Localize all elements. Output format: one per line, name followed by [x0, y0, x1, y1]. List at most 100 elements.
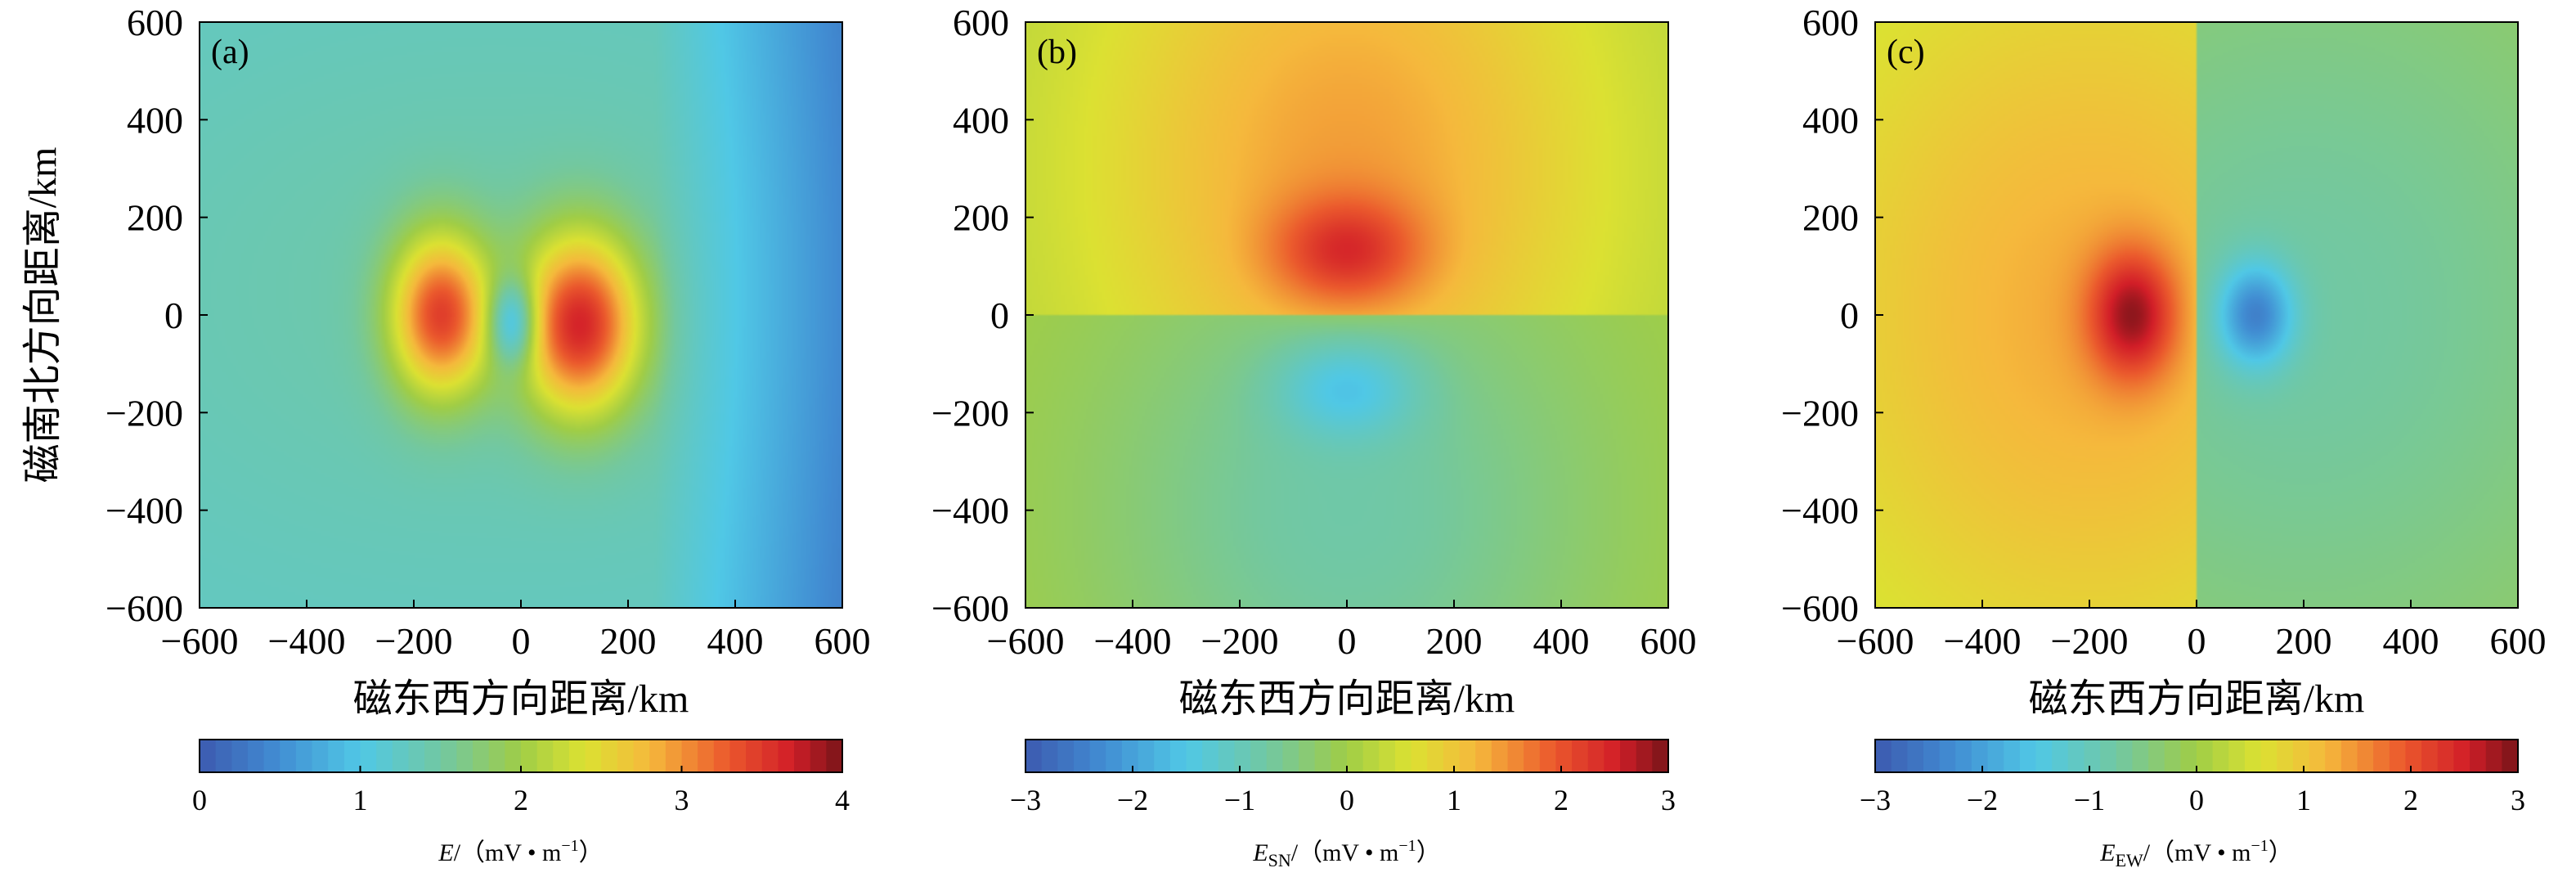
x-tick-label: 600	[1640, 620, 1697, 662]
colorbar-segment	[1266, 740, 1283, 772]
colorbar-label-symbol: E	[2099, 839, 2115, 866]
y-tick-label: −200	[105, 392, 183, 434]
colorbar-segment	[521, 740, 538, 772]
colorbar-tick-label: 3	[1661, 784, 1676, 816]
x-tick-label: −400	[1944, 620, 2022, 662]
colorbar-segment	[1394, 740, 1412, 772]
colorbar-segment	[1907, 740, 1924, 772]
colorbar-label: ESN/（mV • m−1）	[1252, 837, 1440, 870]
colorbar-label-close: ）	[2269, 839, 2293, 866]
colorbar-segment	[1955, 740, 1972, 772]
colorbar-segment	[649, 740, 666, 772]
colorbar-segment	[633, 740, 650, 772]
colorbar-segment	[568, 740, 586, 772]
colorbar-segment	[1138, 740, 1155, 772]
y-tick-label: −600	[931, 587, 1009, 629]
colorbar-tick-label: 1	[2296, 784, 2311, 816]
colorbar-segment	[1939, 740, 1956, 772]
colorbar-segment	[2485, 740, 2502, 772]
colorbar-segment	[2357, 740, 2374, 772]
colorbar-label: E/（mV • m−1）	[438, 837, 603, 866]
colorbar-segment	[2180, 740, 2197, 772]
colorbar-segment	[1891, 740, 1908, 772]
colorbar-tick-label: 0	[1340, 784, 1354, 816]
panel-label: (a)	[211, 34, 249, 71]
colorbar-segment	[1331, 740, 1348, 772]
colorbar-segment	[1186, 740, 1203, 772]
colorbar-segment	[2453, 740, 2471, 772]
colorbar-segment	[2067, 740, 2085, 772]
colorbar-segment	[2132, 740, 2149, 772]
colorbar-segment	[713, 740, 731, 772]
colorbar-tick-label: −1	[1224, 784, 1255, 816]
y-tick-label: 400	[127, 99, 183, 141]
colorbar-segment	[585, 740, 602, 772]
colorbar-segment	[360, 740, 377, 772]
colorbar-segment	[424, 740, 442, 772]
panel-label: (b)	[1037, 34, 1077, 71]
colorbar-tick-label: 2	[2403, 784, 2418, 816]
colorbar-segment	[601, 740, 618, 772]
colorbar-segment	[2437, 740, 2454, 772]
y-tick-label: −400	[931, 490, 1009, 532]
colorbar-segment	[1250, 740, 1268, 772]
colorbar-segment	[343, 740, 361, 772]
colorbar-label-subscript: EW	[2116, 850, 2143, 870]
colorbar-segment	[617, 740, 635, 772]
x-tick-label: 600	[815, 620, 871, 662]
x-tick-label: −600	[987, 620, 1065, 662]
colorbar-tick-label: 3	[2511, 784, 2525, 816]
y-tick-label: −600	[1781, 587, 1859, 629]
colorbar-segment	[1923, 740, 1941, 772]
colorbar-segment	[1362, 740, 1380, 772]
x-tick-label: −200	[2051, 620, 2129, 662]
x-tick-label: 200	[1426, 620, 1483, 662]
colorbar-segment	[2309, 740, 2326, 772]
colorbar-label-symbol: E	[1252, 839, 1268, 866]
y-tick-label: 400	[953, 99, 1009, 141]
colorbar-segment	[2502, 740, 2519, 772]
colorbar-segment	[2212, 740, 2229, 772]
colorbar-segment	[729, 740, 747, 772]
y-tick-label: 600	[953, 2, 1009, 43]
colorbar-segment	[1025, 740, 1043, 772]
colorbar-segment	[1169, 740, 1187, 772]
colorbar-segment	[312, 740, 329, 772]
colorbar-label-close: ）	[579, 839, 604, 866]
colorbar-segment	[2340, 740, 2358, 772]
colorbar-segment	[473, 740, 490, 772]
colorbar-segment	[280, 740, 297, 772]
colorbar-segment	[553, 740, 570, 772]
colorbar-segment	[1475, 740, 1492, 772]
colorbar-segment	[2244, 740, 2262, 772]
colorbar-label-symbol: E	[438, 839, 453, 866]
y-tick-label: −200	[931, 392, 1009, 434]
x-tick-label: 400	[2383, 620, 2439, 662]
colorbar-tick-label: 3	[675, 784, 689, 816]
colorbar-segment	[2052, 740, 2069, 772]
colorbar-segment	[295, 740, 313, 772]
colorbar-label: EEW/（mV • m−1）	[2099, 837, 2292, 870]
heatmap-image	[200, 22, 842, 608]
colorbar-tick-label: 1	[353, 784, 368, 816]
colorbar-segment	[1314, 740, 1331, 772]
panel-b: (b)−600 −400 −200 0 200 400 6006004002000−200−…	[931, 2, 1696, 870]
colorbar-segment	[2035, 740, 2053, 772]
colorbar-segment	[665, 740, 683, 772]
x-tick-label: −600	[161, 620, 239, 662]
colorbar-segment	[1218, 740, 1236, 772]
colorbar-segment	[2373, 740, 2390, 772]
y-tick-label: 200	[127, 197, 183, 239]
x-tick-label: 0	[512, 620, 531, 662]
y-tick-label: −400	[1781, 490, 1859, 532]
colorbar-tick-label: 2	[1554, 784, 1568, 816]
y-tick-label: −400	[105, 490, 183, 532]
y-tick-label: 400	[1802, 99, 1859, 141]
y-axis-label: 磁南北方向距离/km	[21, 147, 65, 483]
colorbar-segment	[1539, 740, 1557, 772]
heatmap-image	[1025, 22, 1668, 608]
colorbar-segment	[1299, 740, 1316, 772]
